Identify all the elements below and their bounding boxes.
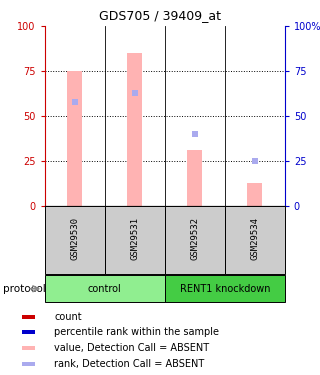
Bar <box>165 206 225 274</box>
Bar <box>247 183 262 206</box>
Text: control: control <box>88 284 122 294</box>
Text: GSM29534: GSM29534 <box>250 217 259 260</box>
Bar <box>22 362 35 366</box>
Bar <box>22 330 35 334</box>
Text: rank, Detection Call = ABSENT: rank, Detection Call = ABSENT <box>54 359 205 369</box>
Text: count: count <box>54 312 82 322</box>
Bar <box>225 206 285 274</box>
Text: RENT1 knockdown: RENT1 knockdown <box>180 284 270 294</box>
Text: value, Detection Call = ABSENT: value, Detection Call = ABSENT <box>54 343 210 353</box>
Bar <box>187 150 202 206</box>
Text: GSM29531: GSM29531 <box>130 217 139 260</box>
Text: GSM29530: GSM29530 <box>70 217 79 260</box>
Bar <box>22 315 35 318</box>
Bar <box>22 346 35 350</box>
Bar <box>105 206 165 274</box>
Bar <box>127 53 142 206</box>
Bar <box>45 206 105 274</box>
Bar <box>45 275 165 302</box>
Text: GDS705 / 39409_at: GDS705 / 39409_at <box>99 9 221 22</box>
Bar <box>67 71 82 206</box>
Text: percentile rank within the sample: percentile rank within the sample <box>54 327 220 337</box>
Text: GSM29532: GSM29532 <box>190 217 199 260</box>
Bar <box>165 275 285 302</box>
Text: protocol: protocol <box>3 284 46 294</box>
